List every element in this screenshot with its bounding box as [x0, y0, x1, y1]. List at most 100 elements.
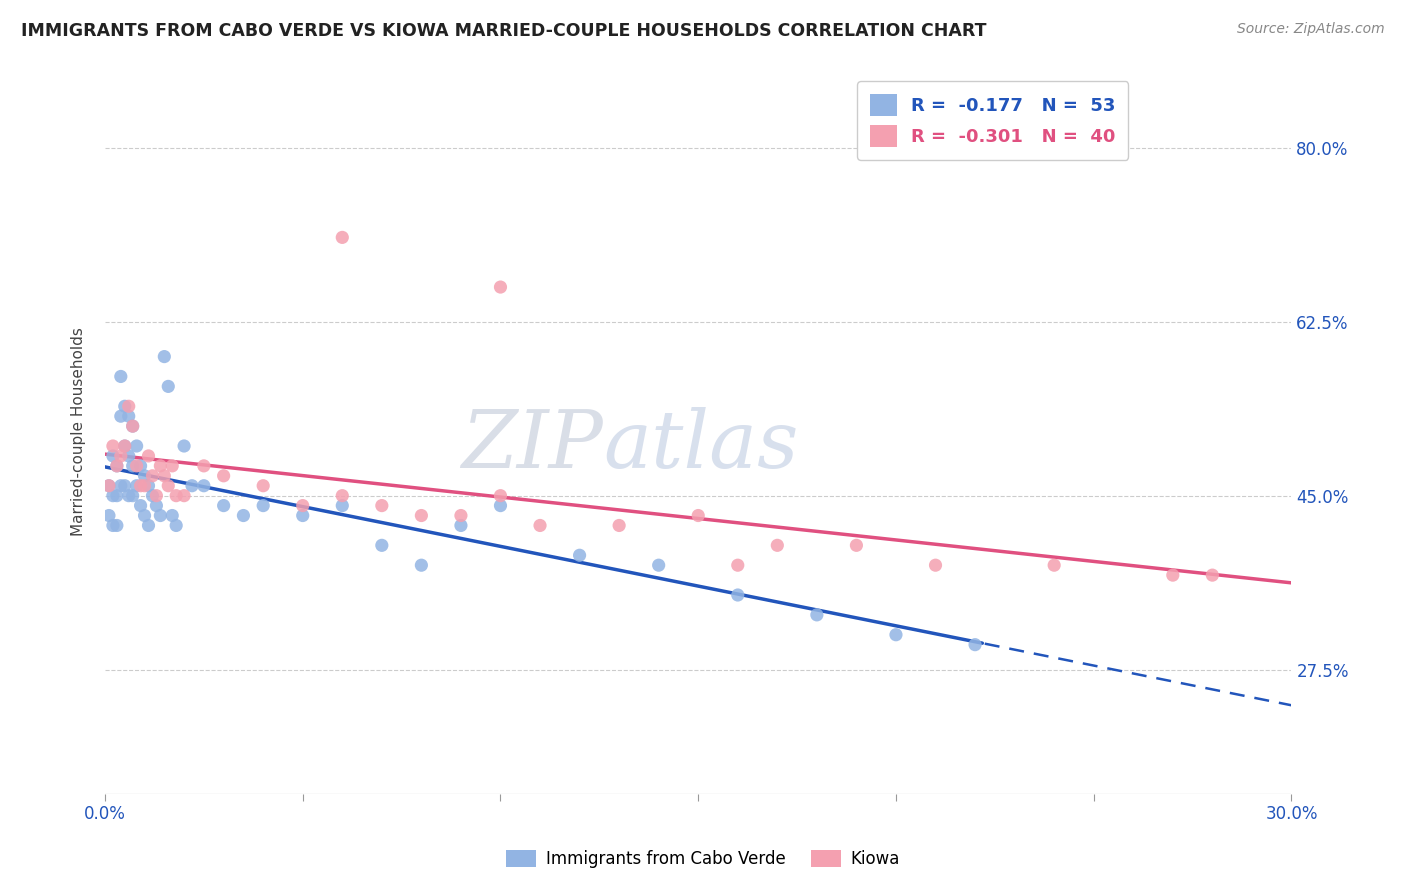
Point — [529, 518, 551, 533]
Point — [568, 548, 591, 562]
Point — [97, 479, 120, 493]
Point — [153, 350, 176, 364]
Point — [1161, 568, 1184, 582]
Point — [118, 489, 141, 503]
Point — [489, 499, 512, 513]
Text: atlas: atlas — [603, 407, 799, 484]
Point — [129, 479, 152, 493]
Point — [97, 508, 120, 523]
Point — [411, 558, 433, 573]
Point — [114, 479, 136, 493]
Point — [129, 458, 152, 473]
Point — [101, 518, 124, 533]
Point — [118, 409, 141, 424]
Point — [145, 499, 167, 513]
Legend: Immigrants from Cabo Verde, Kiowa: Immigrants from Cabo Verde, Kiowa — [499, 843, 907, 875]
Point — [212, 468, 235, 483]
Point — [193, 479, 215, 493]
Point — [924, 558, 946, 573]
Point — [173, 439, 195, 453]
Point — [411, 508, 433, 523]
Point — [727, 558, 749, 573]
Point — [125, 439, 148, 453]
Point — [252, 499, 274, 513]
Text: Source: ZipAtlas.com: Source: ZipAtlas.com — [1237, 22, 1385, 37]
Point — [101, 439, 124, 453]
Point — [688, 508, 710, 523]
Point — [114, 439, 136, 453]
Point — [118, 399, 141, 413]
Point — [121, 419, 143, 434]
Point — [141, 489, 163, 503]
Point — [160, 458, 183, 473]
Point — [125, 458, 148, 473]
Point — [145, 489, 167, 503]
Point — [607, 518, 630, 533]
Point — [330, 230, 353, 244]
Point — [1043, 558, 1066, 573]
Point — [110, 449, 132, 463]
Text: IMMIGRANTS FROM CABO VERDE VS KIOWA MARRIED-COUPLE HOUSEHOLDS CORRELATION CHART: IMMIGRANTS FROM CABO VERDE VS KIOWA MARR… — [21, 22, 987, 40]
Point — [105, 458, 128, 473]
Point — [105, 518, 128, 533]
Point — [450, 508, 472, 523]
Point — [845, 538, 868, 552]
Point — [134, 508, 156, 523]
Point — [149, 508, 172, 523]
Point — [114, 399, 136, 413]
Point — [138, 518, 160, 533]
Point — [884, 628, 907, 642]
Point — [101, 489, 124, 503]
Point — [101, 449, 124, 463]
Point — [153, 468, 176, 483]
Point — [212, 499, 235, 513]
Point — [371, 499, 394, 513]
Point — [134, 479, 156, 493]
Point — [114, 439, 136, 453]
Point — [165, 518, 187, 533]
Point — [160, 508, 183, 523]
Point — [181, 479, 204, 493]
Point — [141, 468, 163, 483]
Y-axis label: Married-couple Households: Married-couple Households — [72, 326, 86, 535]
Point — [647, 558, 669, 573]
Point — [121, 489, 143, 503]
Point — [129, 499, 152, 513]
Point — [489, 489, 512, 503]
Point — [232, 508, 254, 523]
Point — [157, 479, 180, 493]
Point — [965, 638, 987, 652]
Point — [110, 479, 132, 493]
Point — [97, 479, 120, 493]
Point — [193, 458, 215, 473]
Point — [450, 518, 472, 533]
Point — [252, 479, 274, 493]
Point — [125, 479, 148, 493]
Point — [371, 538, 394, 552]
Point — [110, 369, 132, 384]
Point — [173, 489, 195, 503]
Point — [489, 280, 512, 294]
Point — [138, 479, 160, 493]
Point — [157, 379, 180, 393]
Point — [1201, 568, 1223, 582]
Point — [105, 458, 128, 473]
Point — [165, 489, 187, 503]
Point — [121, 458, 143, 473]
Point — [110, 409, 132, 424]
Legend: R =  -0.177   N =  53, R =  -0.301   N =  40: R = -0.177 N = 53, R = -0.301 N = 40 — [858, 81, 1128, 160]
Point — [291, 499, 314, 513]
Point — [727, 588, 749, 602]
Point — [138, 449, 160, 463]
Point — [766, 538, 789, 552]
Point — [118, 449, 141, 463]
Text: ZIP: ZIP — [461, 407, 603, 484]
Point — [134, 468, 156, 483]
Point — [330, 499, 353, 513]
Point — [105, 489, 128, 503]
Point — [806, 607, 828, 622]
Point — [149, 458, 172, 473]
Point — [291, 508, 314, 523]
Point — [330, 489, 353, 503]
Point — [121, 419, 143, 434]
